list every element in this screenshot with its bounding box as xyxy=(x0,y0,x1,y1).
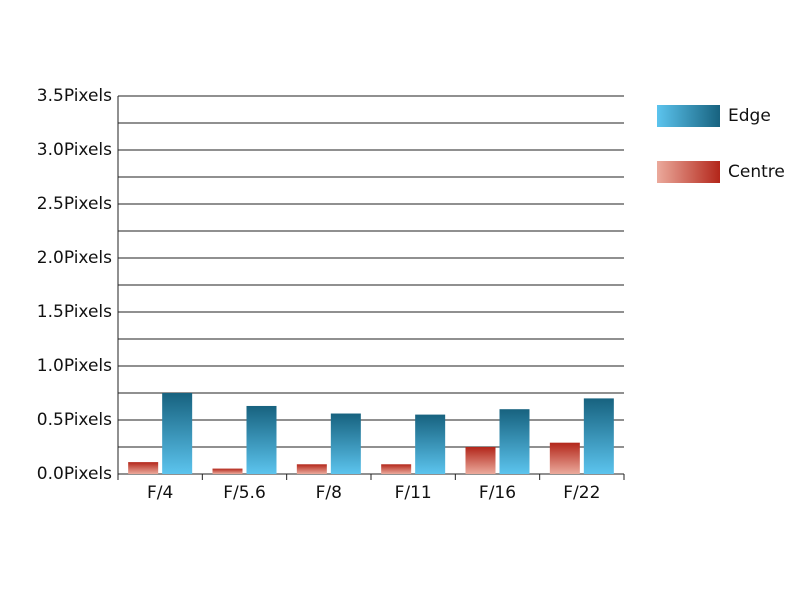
bar xyxy=(415,414,446,474)
legend-label: Edge xyxy=(728,106,771,126)
y-tick-label: 0.0Pixels xyxy=(37,464,112,484)
x-tick-label: F/11 xyxy=(395,483,432,503)
x-tick-label: F/16 xyxy=(479,483,516,503)
x-tick-label: F/22 xyxy=(563,483,600,503)
bar xyxy=(162,393,193,474)
legend-swatch xyxy=(657,161,720,183)
x-tick-label: F/8 xyxy=(316,483,342,503)
bar xyxy=(465,447,496,474)
bar xyxy=(381,464,412,474)
bar xyxy=(499,409,530,474)
legend-swatch xyxy=(657,105,720,127)
y-tick-label: 0.5Pixels xyxy=(37,410,112,430)
x-tick-label: F/4 xyxy=(147,483,173,503)
y-tick-label: 3.0Pixels xyxy=(37,140,112,160)
y-tick-label: 2.5Pixels xyxy=(37,194,112,214)
y-tick-label: 1.0Pixels xyxy=(37,356,112,376)
y-tick-label: 1.5Pixels xyxy=(37,302,112,322)
bar xyxy=(246,405,277,474)
y-tick-label: 3.5Pixels xyxy=(37,86,112,106)
bar xyxy=(549,442,580,474)
bar xyxy=(128,462,159,474)
bar xyxy=(212,468,243,474)
bar xyxy=(296,464,327,474)
x-tick-label: F/5.6 xyxy=(223,483,266,503)
bar xyxy=(330,413,361,474)
legend-label: Centre xyxy=(728,162,785,182)
bar xyxy=(583,398,614,474)
y-tick-label: 2.0Pixels xyxy=(37,248,112,268)
